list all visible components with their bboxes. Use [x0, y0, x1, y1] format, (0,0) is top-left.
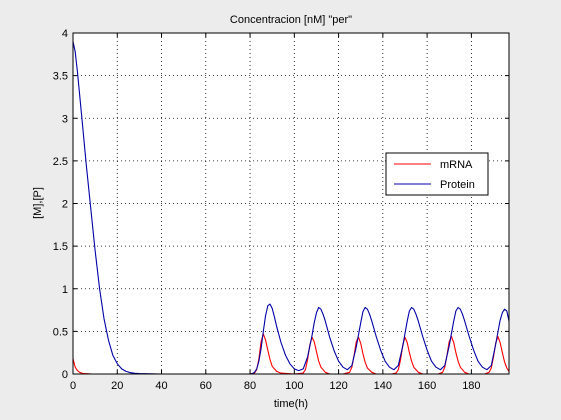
axes-background — [73, 33, 509, 374]
x-tick-label: 40 — [155, 380, 167, 392]
y-axis-label: [M],[P] — [32, 187, 44, 219]
tick-labels: 0 20 40 60 80 100 120 140 160 180 0 0.5 1 1.5 2 2.5 3 3.5… — [53, 28, 481, 392]
x-tick-label: 160 — [418, 380, 436, 392]
y-tick-label: 0.5 — [53, 326, 68, 338]
x-tick-label: 20 — [111, 380, 123, 392]
legend-label-protein: Protein — [440, 179, 475, 191]
x-tick-label: 120 — [329, 380, 347, 392]
legend-box — [385, 152, 489, 196]
ticks — [72, 32, 509, 375]
x-tick-label: 0 — [70, 380, 76, 392]
x-tick-label: 100 — [285, 380, 303, 392]
legend-label-mrna: mRNA — [440, 159, 473, 171]
y-tick-label: 1.5 — [53, 241, 68, 253]
y-tick-label: 4 — [62, 28, 68, 40]
x-tick-label: 60 — [200, 380, 212, 392]
y-tick-label: 1 — [62, 284, 68, 296]
x-axis-label: time(h) — [274, 398, 308, 410]
x-tick-label: 80 — [244, 380, 256, 392]
y-tick-label: 3 — [62, 113, 68, 125]
y-tick-label: 3.5 — [53, 71, 68, 83]
y-tick-label: 2 — [62, 199, 68, 211]
legend: mRNA Protein — [385, 152, 489, 196]
x-tick-label: 180 — [462, 380, 480, 392]
y-tick-label: 0 — [62, 369, 68, 381]
y-tick-label: 2.5 — [53, 156, 68, 168]
chart-title: Concentracion [nM] "per" — [230, 14, 352, 26]
x-tick-label: 140 — [374, 380, 392, 392]
gridlines — [73, 33, 509, 374]
